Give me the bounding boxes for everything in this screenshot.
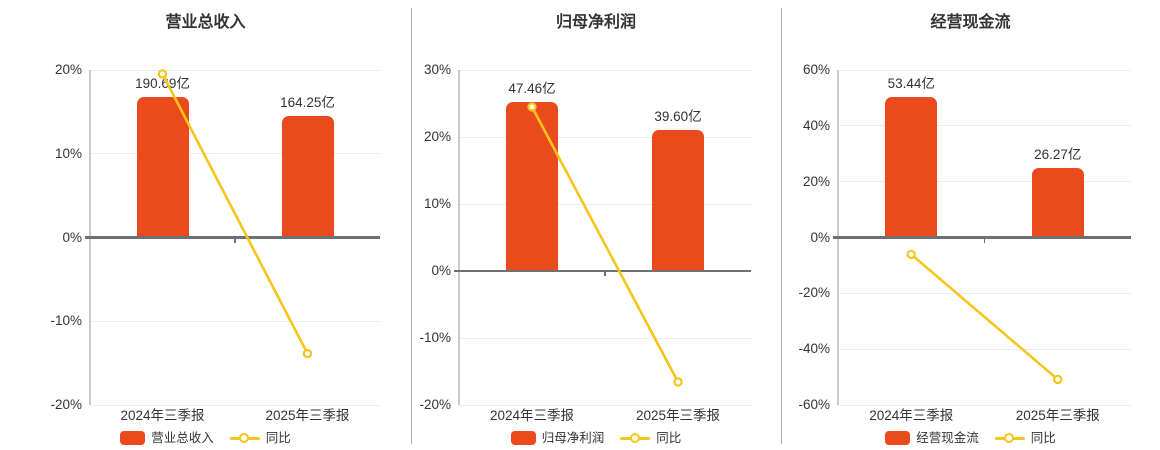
legend-label: 经营现金流: [916, 431, 979, 445]
legend-label: 归母净利润: [541, 431, 605, 445]
gridline: [90, 320, 380, 322]
yoy-line: [909, 253, 1060, 381]
y-axis-tick-label: -20%: [50, 397, 82, 412]
y-axis-tick-label: 30%: [423, 62, 451, 77]
bar-2024年三季报[interactable]: [136, 96, 189, 238]
gridline: [459, 404, 751, 406]
y-axis-tick-label: 20%: [802, 173, 830, 189]
y-axis-tick-label: -60%: [798, 397, 830, 412]
x-category-label: 2024年三季报: [120, 408, 205, 423]
y-axis-tick-label: 20%: [423, 129, 451, 144]
legend-line-dot: [629, 432, 640, 443]
legend-line-dot: [239, 432, 250, 443]
gridline: [838, 292, 1131, 294]
legend-item-bar-series[interactable]: 营业总收入: [120, 430, 214, 446]
legend-bar-swatch: [885, 431, 911, 445]
bar-2024年三季报[interactable]: [506, 102, 558, 271]
y-axis-tick-label: -20%: [419, 397, 451, 412]
bar-value-label: 53.44亿: [887, 75, 935, 91]
bar-value-label: 26.27亿: [1034, 147, 1082, 163]
category-axis-tick: [234, 237, 236, 243]
gridline: [838, 125, 1131, 127]
zero-axis-line: [85, 236, 380, 239]
legend-item-yoy-series[interactable]: 同比: [229, 430, 291, 446]
legend-item-yoy-series[interactable]: 同比: [620, 430, 681, 446]
x-category-label: 2024年三季报: [489, 408, 575, 423]
y-axis-tick-label: 20%: [54, 62, 82, 77]
bar-value-label: 39.60亿: [654, 109, 702, 125]
chart-title: 归母净利润: [555, 14, 636, 31]
gridline: [90, 404, 380, 406]
legend-bar-swatch: [510, 431, 536, 445]
legend-line-marker-icon: [229, 431, 260, 445]
bar-2025年三季报[interactable]: [1031, 168, 1084, 238]
y-axis-line: [458, 70, 460, 405]
x-category-label: 2025年三季报: [265, 408, 350, 423]
gridline: [838, 404, 1131, 406]
yoy-line-point[interactable]: [1053, 374, 1063, 385]
gridline: [90, 69, 380, 71]
x-category-label: 2025年三季报: [635, 408, 721, 423]
y-axis-tick-label: 60%: [802, 62, 830, 77]
y-axis-tick-label: 0%: [431, 263, 451, 278]
yoy-line-point[interactable]: [906, 249, 916, 260]
chart-legend: 营业总收入 同比: [0, 429, 411, 447]
legend-label: 营业总收入: [151, 431, 214, 445]
gridline: [459, 136, 751, 138]
zero-axis-line: [454, 269, 751, 273]
category-axis-tick: [983, 237, 986, 243]
legend-label: 同比: [1030, 431, 1056, 445]
y-axis-tick-label: -10%: [50, 313, 82, 329]
bar-2024年三季报[interactable]: [885, 96, 938, 238]
y-axis-tick-label: 0%: [62, 229, 82, 245]
legend-label: 同比: [656, 431, 682, 445]
bar-2025年三季报[interactable]: [652, 130, 704, 271]
panel-divider: [780, 8, 782, 444]
gridline: [838, 69, 1131, 71]
bar-value-label: 164.25亿: [280, 95, 335, 111]
y-axis-tick-label: 0%: [810, 229, 830, 245]
category-axis-tick: [604, 271, 606, 276]
legend-item-yoy-series[interactable]: 同比: [994, 430, 1056, 446]
gridline: [838, 181, 1131, 183]
legend-bar-swatch: [120, 431, 146, 445]
x-category-label: 2025年三季报: [1015, 408, 1100, 423]
bar-value-label: 190.69亿: [135, 75, 190, 91]
gridline: [459, 69, 751, 71]
chart-legend: 经营现金流 同比: [781, 429, 1160, 447]
gridline: [90, 153, 380, 155]
legend-label: 同比: [265, 431, 291, 445]
y-axis-tick-label: 10%: [54, 145, 82, 161]
bar-value-label: 47.46亿: [508, 81, 556, 97]
gridline: [459, 203, 751, 205]
legend-line-dot: [1004, 432, 1015, 443]
zero-axis-line: [833, 236, 1131, 239]
y-axis-tick-label: 10%: [423, 196, 451, 211]
legend-line-marker-icon: [994, 431, 1025, 445]
panel-divider: [410, 8, 412, 444]
gridline: [838, 348, 1131, 350]
y-axis-tick-label: -40%: [798, 341, 830, 357]
yoy-line-point[interactable]: [302, 348, 313, 359]
yoy-line-point[interactable]: [673, 377, 683, 387]
legend-item-bar-series[interactable]: 经营现金流: [885, 430, 979, 446]
chart-title: 经营现金流: [930, 14, 1011, 31]
y-axis-tick-label: -20%: [798, 285, 830, 301]
y-axis-tick-label: 40%: [802, 117, 830, 133]
chart-legend: 归母净利润 同比: [411, 429, 781, 447]
x-category-label: 2024年三季报: [869, 408, 954, 423]
legend-line-marker-icon: [620, 431, 651, 445]
bar-2025年三季报[interactable]: [281, 116, 334, 238]
legend-item-bar-series[interactable]: 归母净利润: [510, 430, 605, 446]
chart-title: 营业总收入: [165, 14, 246, 31]
y-axis-tick-label: -10%: [419, 330, 451, 345]
gridline: [459, 337, 751, 339]
